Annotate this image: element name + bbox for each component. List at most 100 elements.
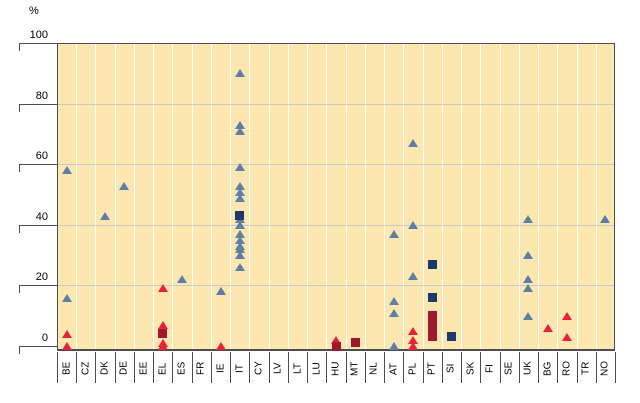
y-tick-mark <box>19 164 58 173</box>
marker-blue-triangle <box>523 275 534 284</box>
vertical-gridline <box>384 44 386 349</box>
marker-blue-triangle <box>61 166 72 175</box>
marker-blue-triangle <box>523 311 534 320</box>
marker-red-triangle <box>157 320 168 329</box>
marker-maroon-square <box>427 311 437 321</box>
marker-blue-triangle <box>100 211 111 220</box>
y-tick-label: 80 <box>35 89 48 102</box>
vertical-gridline <box>518 44 520 349</box>
y-tick-label: 0 <box>41 332 48 344</box>
horizontal-gridline <box>58 103 614 105</box>
x-tick-mark <box>557 352 559 383</box>
marker-blue-triangle <box>234 163 245 172</box>
marker-maroon-square <box>158 329 168 339</box>
x-tick-mark <box>538 352 540 383</box>
vertical-gridline <box>268 44 270 349</box>
x-tick-mark <box>95 352 97 383</box>
y-tick-mark <box>19 103 58 112</box>
marker-red-triangle <box>331 335 341 344</box>
vertical-gridline <box>210 44 212 349</box>
marker-red-triangle <box>61 329 72 338</box>
x-tick-mark <box>268 352 270 383</box>
marker-blue-triangle <box>234 245 245 254</box>
horizontal-gridline <box>58 285 614 287</box>
x-tick-mark <box>287 352 289 383</box>
x-category-label: BG <box>542 361 554 376</box>
y-axis-title: % <box>29 5 39 17</box>
marker-blue-triangle <box>234 120 245 129</box>
marker-blue-triangle <box>234 193 245 202</box>
marker-blue-triangle <box>234 236 245 245</box>
marker-blue-triangle <box>215 287 226 296</box>
marker-blue-triangle <box>523 284 534 293</box>
x-category-label: DK <box>99 361 111 376</box>
vertical-gridline <box>480 44 482 349</box>
x-category-label: IE <box>215 363 227 374</box>
x-category-label: DE <box>118 361 130 376</box>
vertical-gridline <box>345 44 347 349</box>
x-tick-mark <box>576 352 578 383</box>
x-tick-mark <box>345 352 347 383</box>
marker-blue-triangle <box>234 251 245 260</box>
x-tick-mark <box>461 352 463 383</box>
marker-blue-triangle <box>234 229 245 238</box>
x-tick-mark <box>422 352 424 383</box>
vertical-gridline <box>538 44 540 349</box>
marker-blue-triangle <box>234 187 245 196</box>
marker-blue-triangle <box>407 272 418 281</box>
x-tick-mark <box>210 352 212 383</box>
x-tick-mark <box>133 352 135 383</box>
y-tick-label: 40 <box>35 210 48 223</box>
marker-red-triangle <box>157 342 168 350</box>
x-tick-mark <box>249 352 251 383</box>
marker-red-triangle <box>542 323 553 332</box>
x-tick-mark <box>114 352 116 383</box>
vertical-gridline <box>191 44 193 349</box>
y-tick-mark <box>19 224 58 233</box>
x-category-label: EL <box>157 362 169 375</box>
x-category-label: SI <box>445 363 457 374</box>
y-tick-mark <box>19 285 58 294</box>
marker-red-triangle <box>215 342 226 350</box>
x-tick-mark <box>480 352 482 383</box>
x-category-label: CZ <box>80 361 92 376</box>
x-category-label: BE <box>61 361 73 376</box>
x-tick-mark <box>76 352 78 383</box>
vertical-gridline <box>326 44 328 349</box>
vertical-gridline <box>499 44 501 349</box>
marker-navy-square <box>235 211 245 221</box>
x-category-label: PL <box>407 362 419 375</box>
x-tick-mark <box>499 352 501 383</box>
marker-maroon-square <box>427 326 437 336</box>
marker-blue-triangle <box>388 342 399 350</box>
x-category-label: MT <box>349 361 361 376</box>
x-tick-mark <box>230 352 232 383</box>
marker-blue-triangle <box>177 275 188 284</box>
vertical-gridline <box>364 44 366 349</box>
marker-blue-triangle <box>388 308 399 317</box>
marker-navy-square <box>427 259 437 269</box>
x-tick-mark <box>518 352 520 383</box>
marker-blue-triangle <box>234 263 245 272</box>
vertical-gridline <box>133 44 135 349</box>
marker-blue-triangle <box>407 139 418 148</box>
x-tick-mark <box>384 352 386 383</box>
marker-red-triangle <box>561 311 572 320</box>
vertical-gridline <box>230 44 232 349</box>
marker-maroon-square <box>350 338 360 348</box>
x-category-label: TR <box>580 361 592 376</box>
x-tick-mark <box>403 352 405 383</box>
marker-blue-triangle <box>523 251 534 260</box>
vertical-gridline <box>441 44 443 349</box>
y-tick-mark <box>19 43 58 52</box>
x-tick-mark <box>326 352 328 383</box>
x-tick-mark <box>615 352 616 383</box>
vertical-gridline <box>95 44 97 349</box>
y-tick-mark <box>19 346 58 354</box>
marker-blue-triangle <box>119 181 130 190</box>
x-tick-mark <box>307 352 309 383</box>
vertical-gridline <box>422 44 424 349</box>
marker-blue-triangle <box>600 214 611 223</box>
vertical-gridline <box>595 44 597 349</box>
x-category-label: IT <box>234 364 246 373</box>
